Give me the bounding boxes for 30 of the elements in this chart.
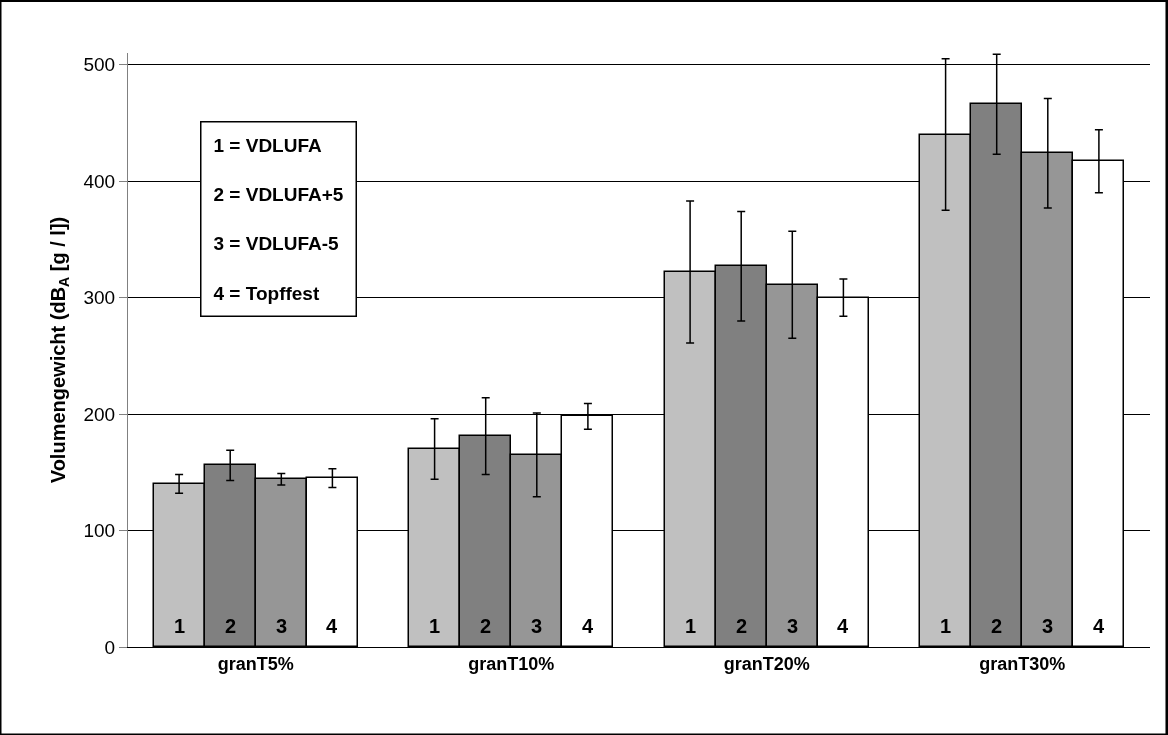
series-label: 2 (225, 615, 237, 637)
text: 4 (1093, 615, 1105, 637)
series-label: 3 (276, 615, 288, 637)
text: 1 (429, 615, 441, 637)
text: 2 (480, 615, 492, 637)
annotation: 2 = VDLUFA+5 (213, 183, 344, 205)
text: 4 (582, 615, 594, 637)
text: 2 (736, 615, 748, 637)
x-tick-label: granT30% (979, 653, 1066, 674)
y-tick-label: 200 (83, 403, 116, 425)
text: 3 (1042, 615, 1054, 637)
annotation: 4 = Topffest (213, 282, 320, 304)
x-tick-label: granT20% (723, 653, 810, 674)
series-label: 1 (174, 615, 186, 637)
y-tick-label: 300 (83, 287, 116, 309)
text: 1 (940, 615, 952, 637)
text: 3 (531, 615, 543, 637)
x-tick-label: granT5% (217, 653, 294, 674)
text: 3 (787, 615, 799, 637)
y-tick-label: 400 (83, 170, 116, 192)
series-label: 4 (326, 615, 338, 637)
y-tick-label: 100 (83, 520, 116, 542)
y-tick-label: 0 (104, 636, 116, 658)
text: 1 (685, 615, 697, 637)
annotation: 1 = VDLUFA (213, 134, 322, 156)
x-tick-label: granT10% (468, 653, 555, 674)
y-tick-label: 500 (83, 54, 116, 76)
annotation: 3 = VDLUFA-5 (213, 233, 340, 255)
text: 4 (837, 615, 849, 637)
text: 2 (991, 615, 1003, 637)
